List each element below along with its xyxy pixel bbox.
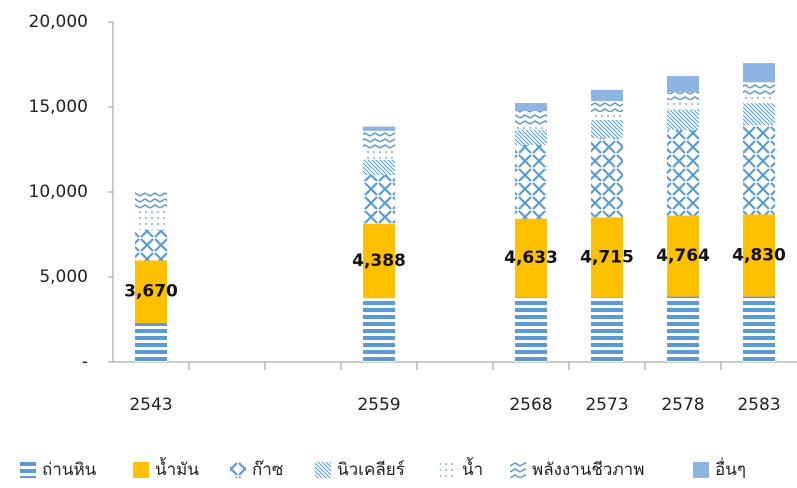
x-tick-label: 2543 xyxy=(129,395,172,415)
y-tick-label: 15,000 xyxy=(29,97,88,117)
bar-segment xyxy=(591,138,623,218)
bar-segment xyxy=(515,111,547,125)
bar-segment xyxy=(135,322,167,362)
bar-segment xyxy=(743,82,775,96)
data-label: 4,715 xyxy=(580,247,634,267)
bar-segment xyxy=(515,130,547,146)
bar-segment xyxy=(667,130,699,216)
bar-segment xyxy=(363,223,395,299)
bar-segment xyxy=(743,103,775,126)
bar-segment xyxy=(667,99,699,110)
bar-segment xyxy=(591,120,623,139)
bar-segment xyxy=(135,209,167,230)
x-tick-label: 2559 xyxy=(357,395,400,415)
y-tick-label: 20,000 xyxy=(29,12,88,32)
legend-label: ถ่านหิน xyxy=(42,460,97,480)
x-tick-label: 2573 xyxy=(585,395,628,415)
x-tick-label: 2568 xyxy=(509,395,552,415)
legend-swatch xyxy=(510,462,526,478)
bar-segment xyxy=(667,215,699,297)
legend-swatch xyxy=(693,462,709,478)
bar-segment xyxy=(363,159,395,176)
y-tick-label: 10,000 xyxy=(29,182,88,202)
legend-swatch xyxy=(133,462,149,478)
bar-segment xyxy=(667,109,699,131)
bar-segment xyxy=(515,145,547,219)
bar-segment xyxy=(743,63,775,83)
bar-segment xyxy=(363,175,395,224)
legend-label: พลังงานชีวภาพ xyxy=(532,460,644,480)
bar-segment xyxy=(135,192,167,210)
bar-segment xyxy=(363,298,395,362)
bar-segment xyxy=(743,296,775,362)
legend-swatch xyxy=(20,462,36,478)
legend-swatch xyxy=(315,462,331,478)
bar-segment xyxy=(363,126,395,131)
legend-swatch xyxy=(230,462,246,478)
data-label: 4,830 xyxy=(732,245,786,265)
bar-segment xyxy=(743,125,775,215)
legend-label: น้ำ xyxy=(462,457,483,480)
bar-segment xyxy=(363,149,395,160)
bar-segment xyxy=(515,124,547,131)
bar-segment xyxy=(667,75,699,92)
legend-label: ก๊าซ xyxy=(252,460,283,480)
x-tick-label: 2583 xyxy=(737,395,780,415)
bar-segment xyxy=(363,130,395,150)
x-tick-label: 2578 xyxy=(661,395,704,415)
legend-swatch xyxy=(440,462,456,478)
bar-segment xyxy=(135,260,167,323)
y-tick-label: 5,000 xyxy=(39,267,88,287)
bar-segment xyxy=(515,218,547,298)
bar-segment xyxy=(135,229,167,261)
data-label: 3,670 xyxy=(124,282,178,302)
bar-segment xyxy=(667,91,699,100)
bar-segment xyxy=(743,95,775,104)
bar-segment xyxy=(743,214,775,297)
data-label: 4,764 xyxy=(656,246,710,266)
bar-segment xyxy=(667,296,699,362)
bar-segment xyxy=(591,217,623,298)
legend-label: น้ำมัน xyxy=(155,457,199,480)
bar-segment xyxy=(591,89,623,101)
bar-segment xyxy=(591,112,623,121)
legend-label: นิวเคลียร์ xyxy=(337,460,405,480)
bar-segment xyxy=(515,297,547,362)
bar-segment xyxy=(591,297,623,362)
y-tick-label: - xyxy=(82,352,88,372)
bar-segment xyxy=(591,100,623,113)
data-label: 4,388 xyxy=(352,251,406,271)
legend-label: อื่นๆ xyxy=(715,457,746,480)
data-label: 4,633 xyxy=(504,248,558,268)
bar-segment xyxy=(515,103,547,112)
